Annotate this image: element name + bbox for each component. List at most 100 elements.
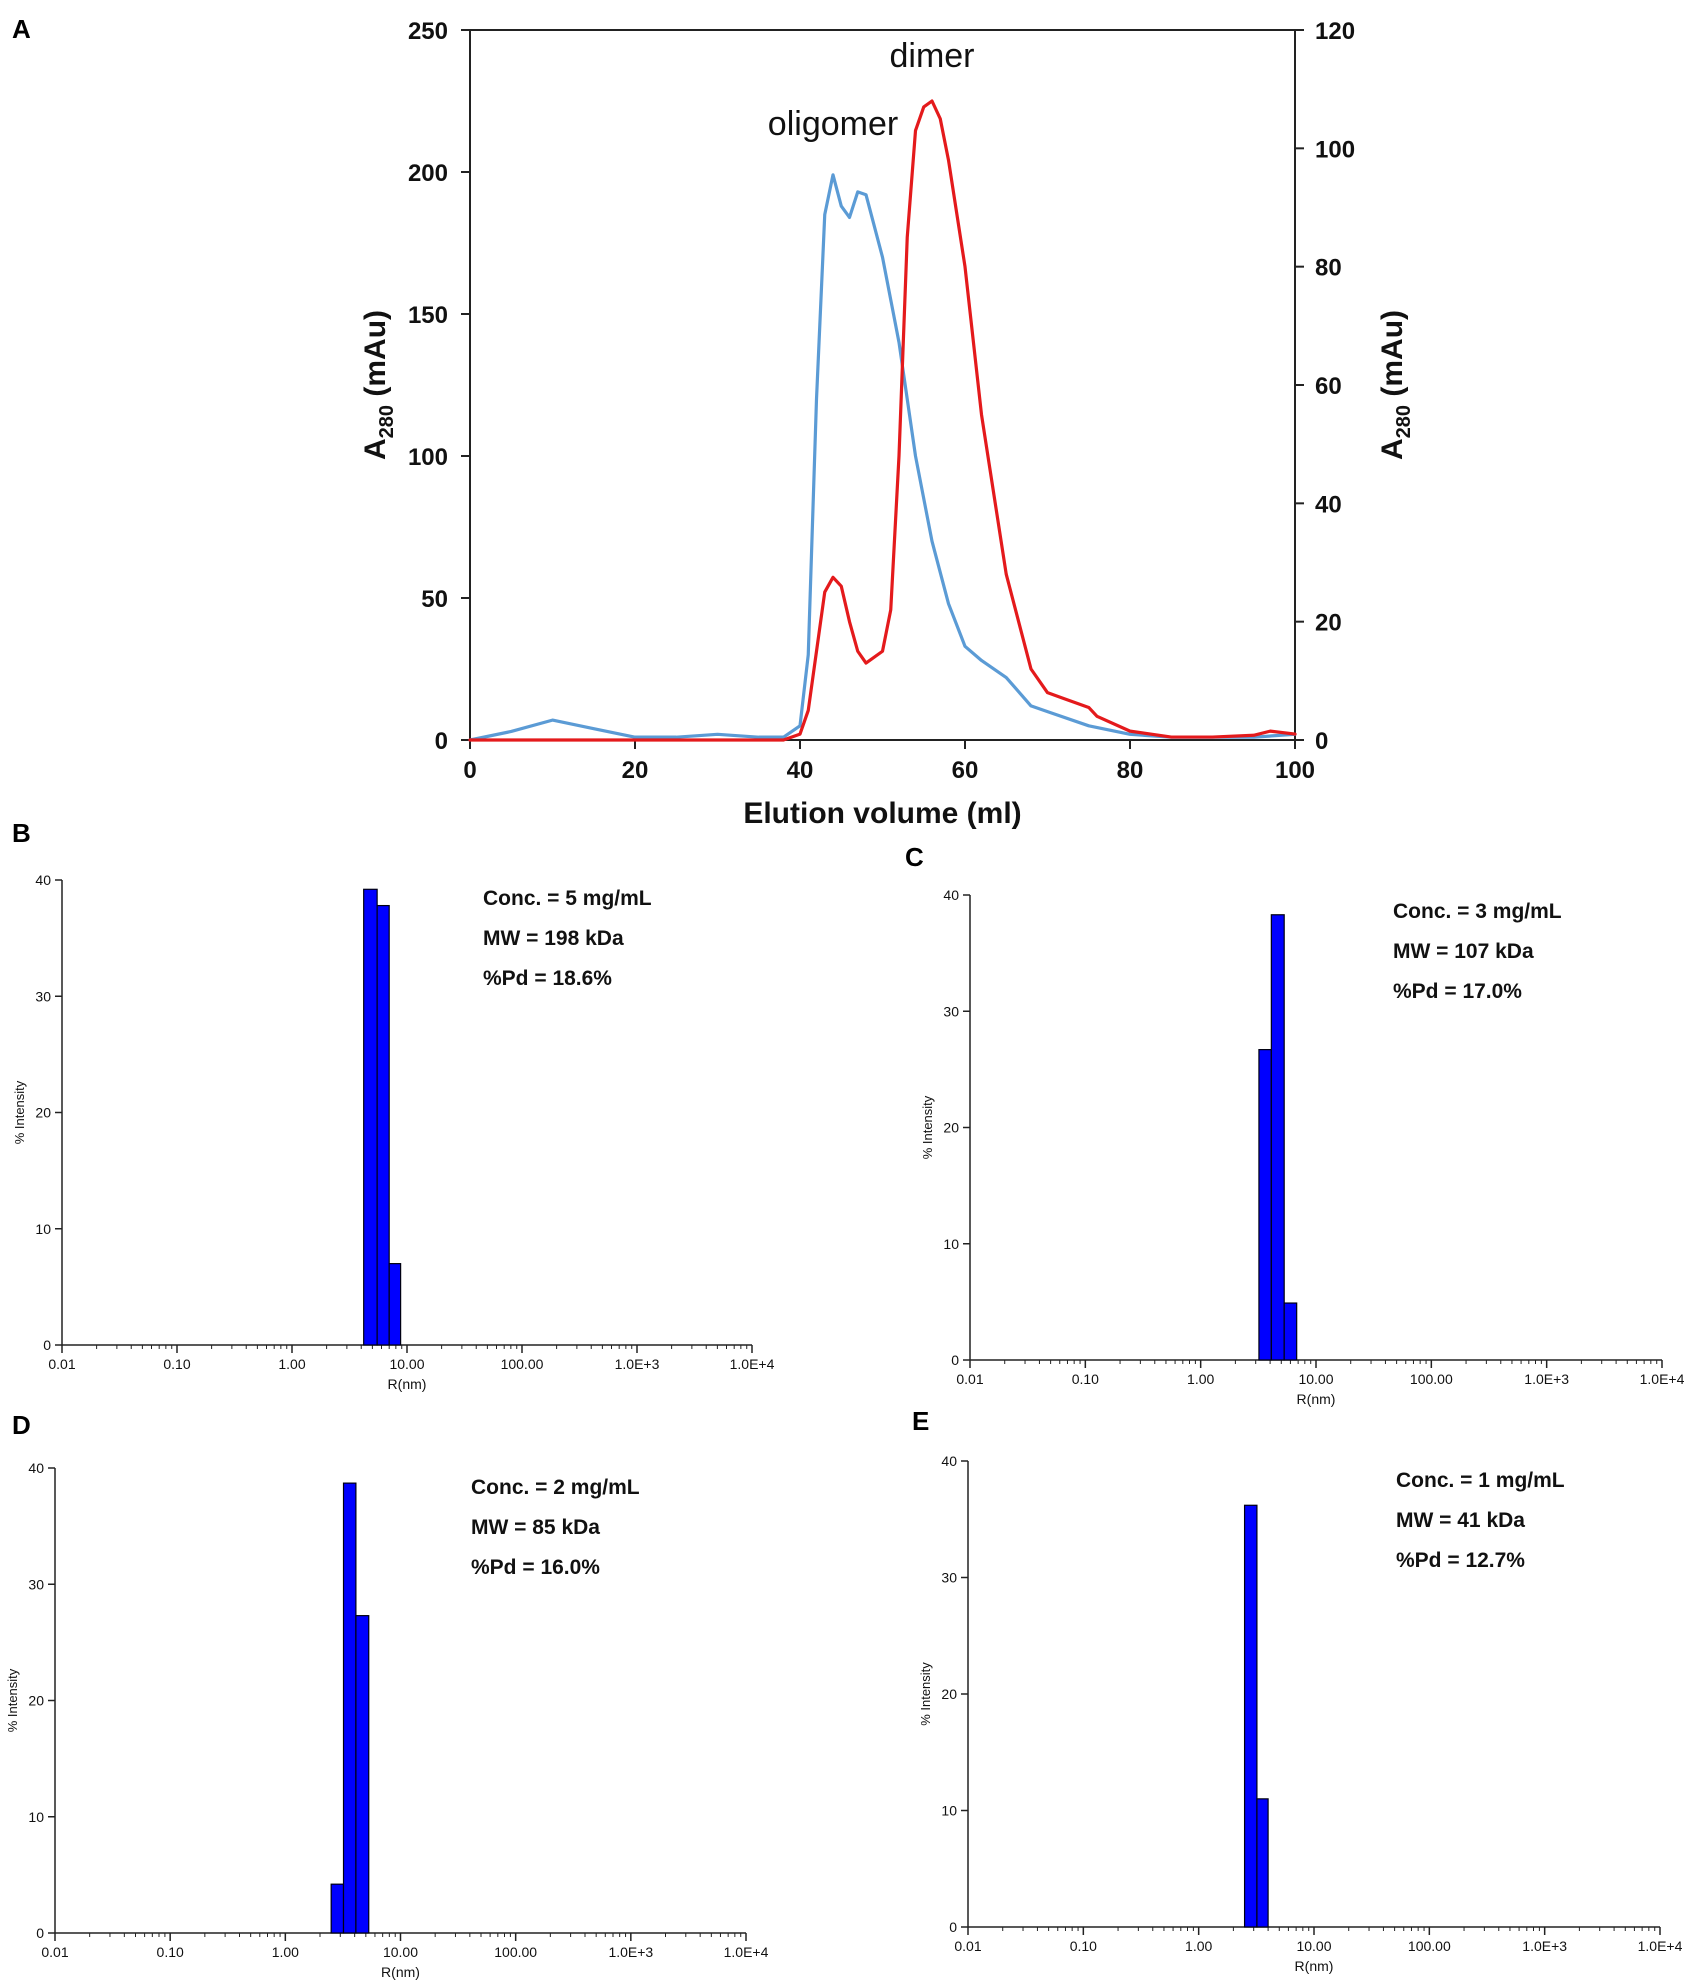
y-tick-label-e: 0 <box>949 1919 957 1935</box>
x-tick-label-b: 1.00 <box>278 1356 305 1372</box>
y-tick-label-b: 20 <box>35 1105 51 1121</box>
x-tick-label-a: 20 <box>622 757 649 784</box>
x-tick-label-e: 10.00 <box>1296 1938 1331 1954</box>
y-axis-label-d: % Intensity <box>5 1668 20 1732</box>
y-tick-label-e: 40 <box>941 1453 957 1469</box>
y-tick-label-d: 30 <box>28 1576 44 1592</box>
y-tick-label-c: 0 <box>951 1352 959 1368</box>
panel-label-c: C <box>905 842 924 872</box>
y-left-tick-label-a: 250 <box>408 18 448 45</box>
x-axis-label-b: R(nm) <box>388 1376 427 1392</box>
y-right-tick-label-a: 120 <box>1315 18 1355 45</box>
info-text-c: Conc. = 3 mg/mL <box>1393 900 1562 923</box>
info-text-c: MW = 107 kDa <box>1393 940 1534 963</box>
y-tick-label-b: 40 <box>35 872 51 888</box>
histogram-bar-c <box>1270 914 1285 1361</box>
y-axis-label-c: % Intensity <box>920 1095 935 1159</box>
x-tick-label-b: 0.10 <box>163 1356 190 1372</box>
y-tick-label-b: 30 <box>35 988 51 1004</box>
histogram-bar-c <box>1258 1049 1272 1361</box>
x-tick-label-b: 1.0E+3 <box>615 1356 660 1372</box>
y-left-tick-label-a: 100 <box>408 444 448 471</box>
x-tick-label-d: 100.00 <box>494 1944 537 1960</box>
x-tick-label-e: 1.0E+4 <box>1638 1938 1683 1954</box>
x-tick-label-a: 80 <box>1117 757 1144 784</box>
histogram-bar-d <box>342 1482 357 1934</box>
chart-c: 0.01 0.10 1.00 10.00 100.00 1.0E+3 1.0E+4 0 10 20… <box>920 887 1685 1407</box>
histogram-bar-b <box>388 1263 402 1346</box>
chart-a: 0 20 40 60 80 1000501001502002500204060801001… <box>359 18 1415 830</box>
x-tick-label-c: 1.0E+3 <box>1524 1371 1569 1387</box>
histogram-bar-d <box>330 1883 345 1934</box>
y-tick-label-d: 40 <box>28 1460 44 1476</box>
chart-b: 0.01 0.10 1.00 10.00 100.00 1.0E+3 1.0E+4 0 10 20… <box>12 872 775 1392</box>
x-tick-label-a: 0 <box>463 757 476 784</box>
x-tick-label-c: 0.01 <box>956 1371 983 1387</box>
y-right-tick-label-a: 80 <box>1315 255 1342 282</box>
x-axis-label-c: R(nm) <box>1297 1391 1336 1407</box>
y-left-axis-label-a-unit: (mAu) <box>359 310 392 405</box>
info-text-d: MW = 85 kDa <box>471 1516 600 1539</box>
x-tick-label-e: 0.01 <box>954 1938 981 1954</box>
y-right-axis-label-a-main: A <box>1376 438 1409 460</box>
y-left-tick-label-a: 0 <box>435 728 448 755</box>
info-text-b: MW = 198 kDa <box>483 927 624 950</box>
x-tick-label-e: 1.0E+3 <box>1522 1938 1567 1954</box>
x-tick-label-e: 0.10 <box>1070 1938 1097 1954</box>
panel-label-e: E <box>912 1406 929 1436</box>
panel-label-b: B <box>12 818 31 848</box>
y-tick-label-e: 10 <box>941 1803 957 1819</box>
x-tick-label-e: 100.00 <box>1408 1938 1451 1954</box>
histogram-bar-b <box>363 888 378 1346</box>
info-text-e: %Pd = 12.7% <box>1396 1549 1525 1572</box>
x-tick-label-a: 40 <box>787 757 814 784</box>
y-tick-label-c: 20 <box>943 1120 959 1136</box>
y-left-tick-label-a: 150 <box>408 302 448 329</box>
x-tick-label-d: 0.01 <box>41 1944 68 1960</box>
histogram-bar-c <box>1283 1302 1298 1361</box>
y-tick-label-c: 40 <box>943 887 959 903</box>
info-text-c: %Pd = 17.0% <box>1393 980 1522 1003</box>
info-text-b: %Pd = 18.6% <box>483 967 612 990</box>
histogram-bar-b <box>376 904 390 1346</box>
info-text-d: %Pd = 16.0% <box>471 1556 600 1579</box>
chart-d: 0.01 0.10 1.00 10.00 100.00 1.0E+3 1.0E+4 0 10 20… <box>5 1460 769 1980</box>
x-tick-label-c: 1.00 <box>1187 1371 1214 1387</box>
x-tick-label-c: 1.0E+4 <box>1640 1371 1685 1387</box>
x-tick-label-c: 10.00 <box>1298 1371 1333 1387</box>
x-tick-label-b: 1.0E+4 <box>730 1356 775 1372</box>
annotation-dimer: dimer <box>889 37 974 75</box>
y-tick-label-b: 10 <box>35 1221 51 1237</box>
y-tick-label-c: 30 <box>943 1003 959 1019</box>
info-text-b: Conc. = 5 mg/mL <box>483 887 652 910</box>
info-text-e: Conc. = 1 mg/mL <box>1396 1469 1565 1492</box>
histogram-bar-e <box>1243 1504 1258 1928</box>
x-tick-label-a: 60 <box>952 757 979 784</box>
x-tick-label-d: 1.0E+3 <box>608 1944 653 1960</box>
x-axis-label-e: R(nm) <box>1295 1958 1334 1974</box>
y-axis-label-b: % Intensity <box>12 1080 27 1144</box>
y-right-tick-label-a: 60 <box>1315 373 1342 400</box>
info-text-d: Conc. = 2 mg/mL <box>471 1476 640 1499</box>
y-tick-label-e: 30 <box>941 1570 957 1586</box>
y-left-tick-label-a: 200 <box>408 160 448 187</box>
x-tick-label-c: 0.10 <box>1072 1371 1099 1387</box>
y-left-tick-label-a: 50 <box>421 586 448 613</box>
x-tick-label-b: 100.00 <box>501 1356 544 1372</box>
y-left-axis-label-a-main: A <box>359 438 392 460</box>
histogram-bar-e <box>1256 1798 1269 1928</box>
x-tick-label-d: 1.00 <box>272 1944 299 1960</box>
x-axis-label-a: Elution volume (ml) <box>743 797 1021 830</box>
x-axis-label-d: R(nm) <box>381 1964 420 1980</box>
y-tick-label-b: 0 <box>43 1337 51 1353</box>
y-tick-label-e: 20 <box>941 1686 957 1702</box>
x-tick-label-c: 100.00 <box>1410 1371 1453 1387</box>
x-tick-label-d: 0.10 <box>157 1944 184 1960</box>
y-right-tick-label-a: 20 <box>1315 610 1342 637</box>
series-line-red <box>468 99 1297 742</box>
info-text-e: MW = 41 kDa <box>1396 1509 1525 1532</box>
y-right-axis-label-a: A280 (mAu) <box>1376 310 1415 460</box>
y-tick-label-d: 20 <box>28 1693 44 1709</box>
x-tick-label-b: 0.01 <box>48 1356 75 1372</box>
